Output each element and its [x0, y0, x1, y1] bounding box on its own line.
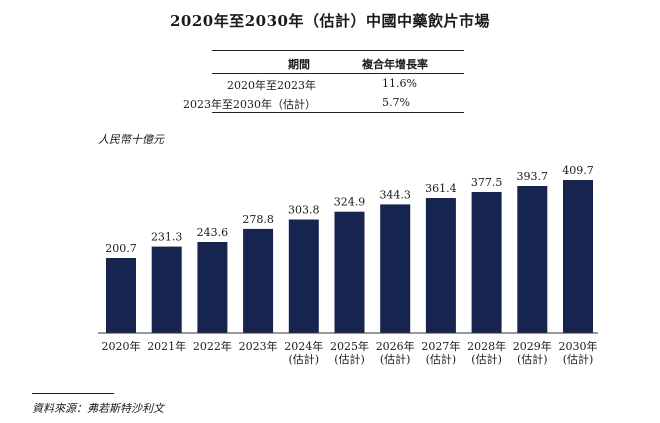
- cagr-row: 2023年至2030年（估計） 5.7%: [183, 93, 464, 113]
- x-tick-label: 2021年: [147, 339, 186, 353]
- x-tick-label: (估計): [426, 352, 457, 366]
- bar: [151, 246, 182, 333]
- bar: [563, 180, 593, 333]
- bar-value-label: 231.3: [151, 231, 183, 244]
- bar: [517, 186, 548, 333]
- x-tick-label: 2028年: [467, 339, 506, 353]
- x-tick-label: 2026年: [376, 339, 415, 353]
- x-tick-label: 2027年: [421, 339, 460, 353]
- bar: [197, 242, 228, 333]
- cagr-period: 2020年至2023年: [227, 79, 316, 92]
- bar-value-label: 278.8: [242, 213, 274, 226]
- bar-value-label: 393.7: [517, 170, 549, 183]
- bar-value-label: 344.3: [379, 188, 411, 201]
- bar: [106, 258, 136, 333]
- bar-value-label: 361.4: [425, 182, 457, 195]
- x-tick-label: 2029年: [513, 339, 552, 353]
- source-divider: [32, 393, 114, 394]
- cagr-table-header: 期間 複合年增長率: [212, 50, 464, 74]
- x-tick-label: (估計): [334, 352, 365, 366]
- bar: [334, 211, 365, 333]
- x-tick-label: 2023年: [239, 339, 278, 353]
- x-tick-label: (估計): [517, 352, 548, 366]
- bar-value-label: 243.6: [197, 226, 229, 239]
- bar: [288, 219, 319, 333]
- cagr-row: 2020年至2023年 11.6%: [212, 74, 464, 93]
- cagr-header-period: 期間: [288, 58, 310, 71]
- source-note: 資料來源：弗若斯特沙利文: [32, 402, 164, 415]
- bar: [471, 192, 502, 333]
- x-tick-label: (估計): [471, 352, 502, 366]
- bar: [243, 228, 274, 333]
- x-tick-label: (估計): [380, 352, 411, 366]
- x-tick-label: (估計): [563, 352, 594, 366]
- bar-value-label: 200.7: [105, 242, 137, 255]
- cagr-rate: 11.6%: [382, 77, 417, 90]
- bar-value-label: 409.7: [562, 164, 594, 177]
- x-tick-label: 2022年: [193, 339, 232, 353]
- bar-value-label: 377.5: [471, 176, 503, 189]
- bar-value-label: 303.8: [288, 204, 320, 217]
- x-tick-label: 2020年: [102, 339, 141, 353]
- bar: [425, 198, 456, 333]
- y-unit-label: 人民幣十億元: [98, 133, 164, 146]
- x-tick-label: 2024年: [284, 339, 323, 353]
- cagr-header-rate: 複合年增長率: [362, 58, 428, 71]
- cagr-table: 期間 複合年增長率 2020年至2023年 11.6% 2023年至2030年（…: [183, 50, 464, 113]
- chart-title: 2020年至2030年（估計）中國中藥飲片市場: [170, 12, 490, 30]
- bar-value-label: 324.9: [334, 196, 366, 209]
- x-tick-label: (估計): [289, 352, 320, 366]
- x-tick-label: 2030年: [559, 339, 598, 353]
- bar: [380, 204, 411, 333]
- cagr-rate: 5.7%: [382, 96, 410, 109]
- cagr-period: 2023年至2030年（估計）: [183, 98, 316, 111]
- x-tick-label: 2025年: [330, 339, 369, 353]
